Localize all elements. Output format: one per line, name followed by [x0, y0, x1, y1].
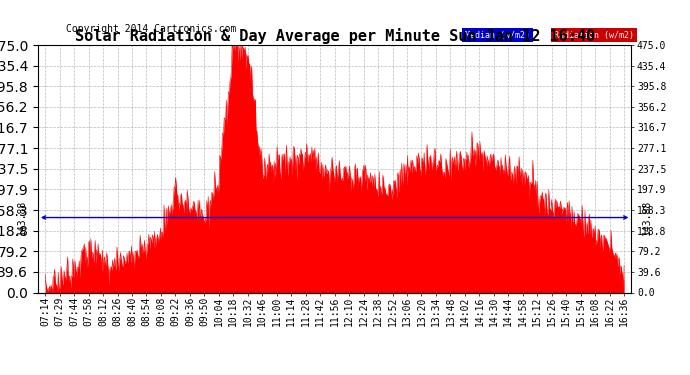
Title: Solar Radiation & Day Average per Minute Sun Jan 12 16:40: Solar Radiation & Day Average per Minute… [75, 28, 595, 44]
Text: 143.88: 143.88 [642, 200, 652, 235]
Text: Copyright 2014 Cartronics.com: Copyright 2014 Cartronics.com [66, 24, 236, 34]
Text: Median (w/m2): Median (w/m2) [465, 31, 530, 40]
Text: 143.88: 143.88 [17, 200, 28, 235]
Text: Radiation (w/m2): Radiation (w/m2) [554, 31, 634, 40]
